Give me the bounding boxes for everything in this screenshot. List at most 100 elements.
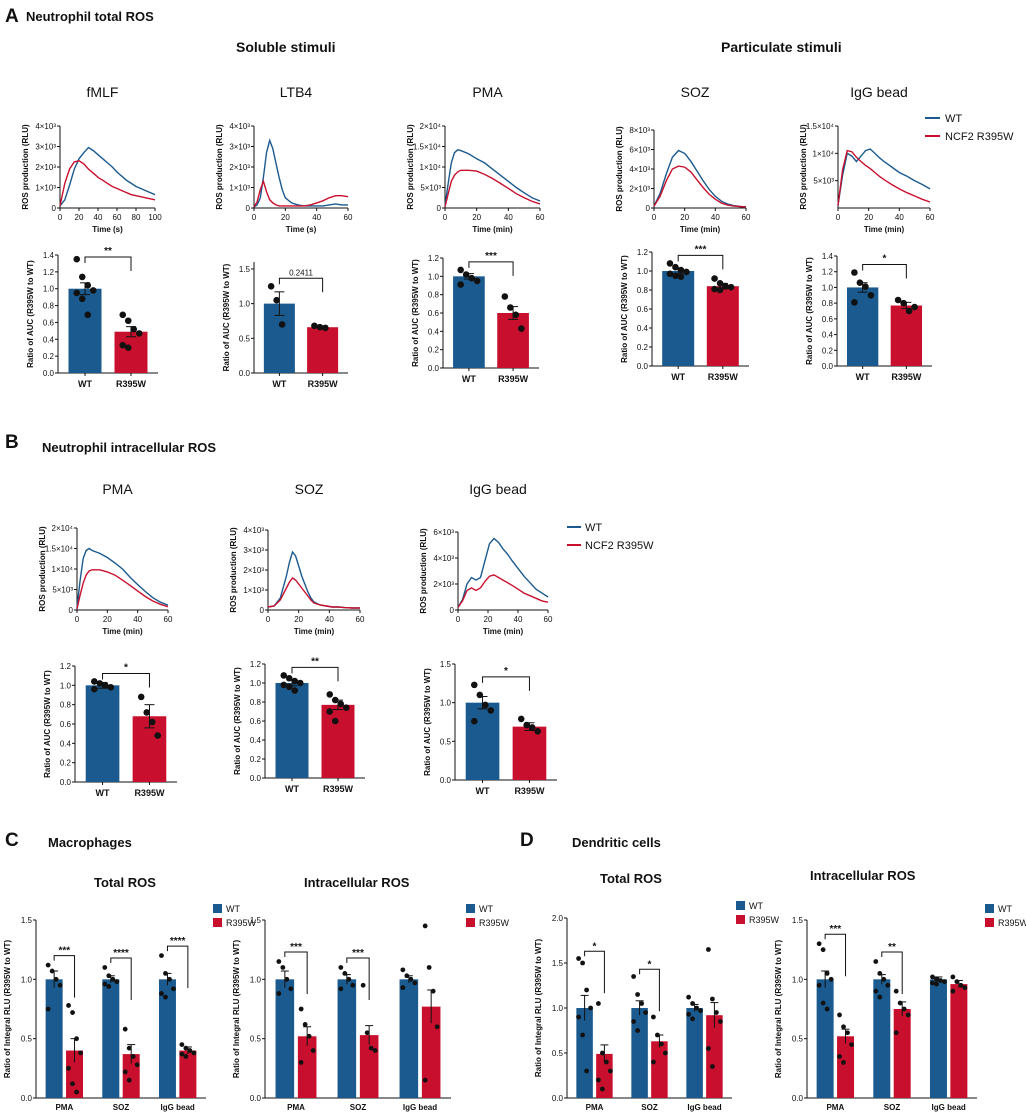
data-point <box>694 1005 699 1011</box>
x-tick-label: 0 <box>456 615 461 624</box>
legend-wt-swatch <box>985 904 994 913</box>
data-point <box>837 1012 842 1018</box>
chart-title: SOZ <box>681 84 710 100</box>
x-tick-label: 20 <box>75 213 84 222</box>
y-tick-label: 0.0 <box>239 369 251 378</box>
panel-b-letter: B <box>5 432 19 453</box>
mut-bar <box>179 1050 197 1098</box>
data-point <box>159 953 164 958</box>
y-tick-label: 0.8 <box>637 286 649 295</box>
x-tick-label: 20 <box>472 213 481 222</box>
wt-bar <box>453 276 485 368</box>
legend-wt-label: WT <box>226 904 240 914</box>
mut-bar <box>321 704 355 778</box>
y-tick-label: 3×10³ <box>35 143 56 152</box>
data-point <box>716 280 724 287</box>
data-point <box>122 1026 128 1032</box>
y-tick-label: 0.0 <box>637 362 649 371</box>
data-point <box>337 700 345 708</box>
x-tick-label: 60 <box>536 213 545 222</box>
data-point <box>291 687 299 694</box>
data-point <box>102 981 108 987</box>
y-tick-label: 6×10³ <box>433 528 454 537</box>
data-point <box>154 732 162 739</box>
y-tick-label: 1.0 <box>428 272 440 281</box>
data-point <box>820 947 826 953</box>
x-tick-label: 0 <box>75 615 80 624</box>
data-point <box>710 996 715 1002</box>
x-category-label: WT <box>285 784 299 794</box>
mut-curve <box>653 165 747 208</box>
y-tick-label: 1.4 <box>822 252 834 261</box>
y-axis-label: Ratio of AUC (R395W to WT) <box>26 260 35 368</box>
x-tick-label: 20 <box>864 213 873 222</box>
x-category-label: R395W <box>514 786 545 796</box>
y-tick-label: 0.2 <box>250 755 262 764</box>
data-point <box>851 269 858 276</box>
significance-label: *** <box>290 942 302 953</box>
wt-curve <box>837 148 931 206</box>
chart-title: PMA <box>102 481 133 497</box>
mut-bar <box>890 305 923 366</box>
data-point <box>706 947 711 952</box>
x-tick-label: 40 <box>325 615 334 624</box>
data-point <box>663 1050 668 1056</box>
line-chart-a-soz-kin: SOZ 0 2×10³ 4×10³ 6×10³ 8×10³ 0 20 40 60 Time (min… <box>615 84 751 234</box>
y-tick-label: 1×10⁴ <box>813 149 835 158</box>
data-point <box>78 295 86 303</box>
data-point <box>473 277 481 285</box>
data-point <box>476 691 484 699</box>
data-point <box>651 1059 656 1065</box>
panel-c-title: Macrophages <box>48 835 132 850</box>
x-axis-label: Time (min) <box>483 627 524 636</box>
data-point <box>643 1010 648 1015</box>
significance-bracket <box>284 951 308 995</box>
data-point <box>167 976 172 982</box>
data-point <box>631 1019 636 1024</box>
data-point <box>672 272 679 280</box>
y-tick-label: 1.5 <box>21 916 33 925</box>
data-point <box>96 680 104 687</box>
bar-chart-a-igg-bar: 0.0 0.2 0.4 0.6 0.8 1.0 1.2 1.4 Ratio of AUC (R3… <box>805 252 932 382</box>
significance-bracket <box>53 955 76 998</box>
x-tick-label: 20 <box>294 615 303 624</box>
significance-label: *** <box>695 244 707 255</box>
significance-bracket <box>639 968 660 1012</box>
data-point <box>711 285 718 293</box>
chart-title: fMLF <box>87 84 119 100</box>
mut-curve <box>457 574 549 608</box>
y-tick-label: 4×10³ <box>433 554 454 563</box>
y-tick-label: 1×10³ <box>229 184 250 193</box>
data-point <box>677 273 685 281</box>
data-point <box>604 1059 609 1065</box>
significance-label: ** <box>104 246 112 257</box>
x-category-label: R395W <box>116 379 147 389</box>
data-point <box>596 1001 601 1006</box>
data-point <box>711 275 718 282</box>
significance-label: * <box>883 254 887 265</box>
y-axis-label: Ratio of AUC (R395W to WT) <box>411 259 420 367</box>
y-tick-label: 0.8 <box>250 698 262 707</box>
x-axis-label: Time (s) <box>92 225 123 234</box>
x-category-label: WT <box>78 379 92 389</box>
mut-bar <box>497 313 529 368</box>
data-point <box>942 979 947 985</box>
x-tick-label: 40 <box>312 213 321 222</box>
y-tick-label: 1.2 <box>60 662 72 671</box>
y-tick-label: 0.5 <box>792 1035 804 1044</box>
data-point <box>106 984 112 989</box>
data-point <box>457 281 464 288</box>
legend-wt-label: WT <box>945 113 962 125</box>
legend-mut-swatch <box>736 915 745 924</box>
mut-curve <box>59 160 156 207</box>
panel-d-intra-label: Intracellular ROS <box>810 868 916 883</box>
data-point <box>298 1060 304 1065</box>
y-tick-label: 0.4 <box>637 324 649 333</box>
y-tick-label: 0.6 <box>60 720 72 729</box>
x-tick-label: 0 <box>58 213 63 222</box>
data-point <box>163 971 168 976</box>
panel-b-title: Neutrophil intracellular ROS <box>42 440 216 455</box>
y-tick-label: 0.0 <box>43 369 55 378</box>
wt-curve <box>653 149 747 208</box>
y-tick-label: 1.2 <box>250 660 262 669</box>
